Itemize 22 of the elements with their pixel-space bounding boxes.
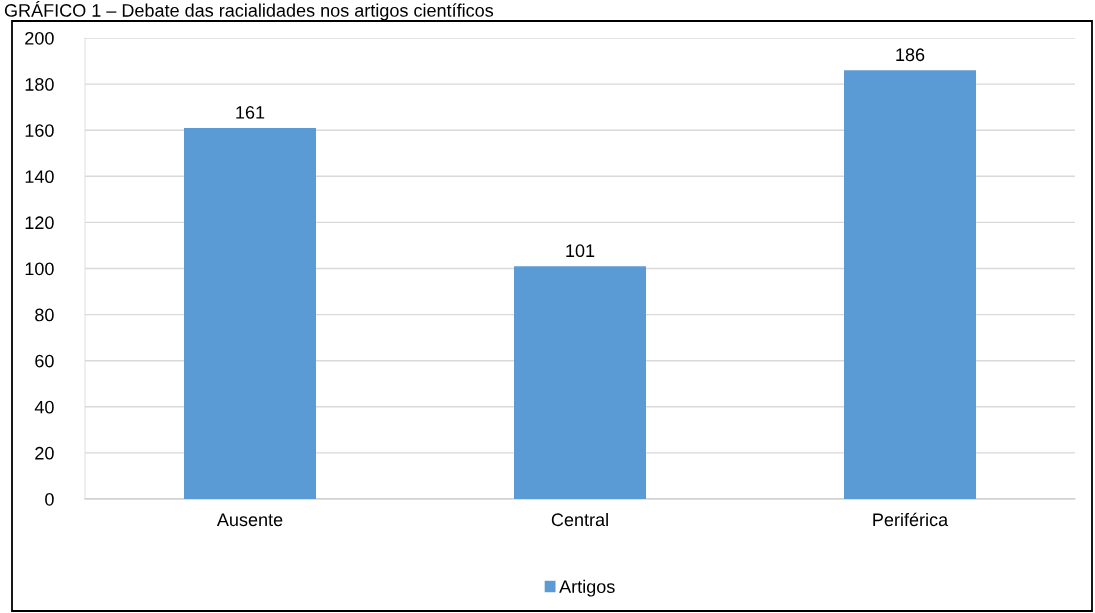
bar	[844, 70, 976, 499]
y-tick-label: 40	[34, 400, 54, 414]
y-tick-label: 140	[25, 170, 54, 184]
data-label: 186	[896, 48, 925, 62]
y-tick-label: 20	[35, 446, 54, 460]
data-label: 101	[566, 244, 595, 258]
y-tick-label: 100	[25, 262, 54, 276]
y-tick-label: 200	[25, 31, 54, 45]
bar	[184, 127, 316, 499]
legend-label: Artigos	[559, 579, 615, 597]
x-tick-label: Periférica	[873, 512, 949, 527]
chart-title: GRÁFICO 1 – Debate das racialidades nos artigos científicos	[4, 1, 494, 21]
y-tick-label: 120	[25, 216, 54, 230]
x-tick-label: Central	[551, 512, 608, 527]
bar	[514, 266, 646, 499]
x-tick-label: Ausente	[216, 513, 283, 527]
data-label: 161	[236, 105, 265, 119]
y-tick-label: 180	[25, 78, 54, 91]
y-tick-label: 80	[35, 308, 54, 322]
y-tick-label: 60	[35, 354, 54, 368]
y-tick-label: 160	[25, 124, 54, 137]
y-tick-label: 0	[45, 492, 54, 506]
